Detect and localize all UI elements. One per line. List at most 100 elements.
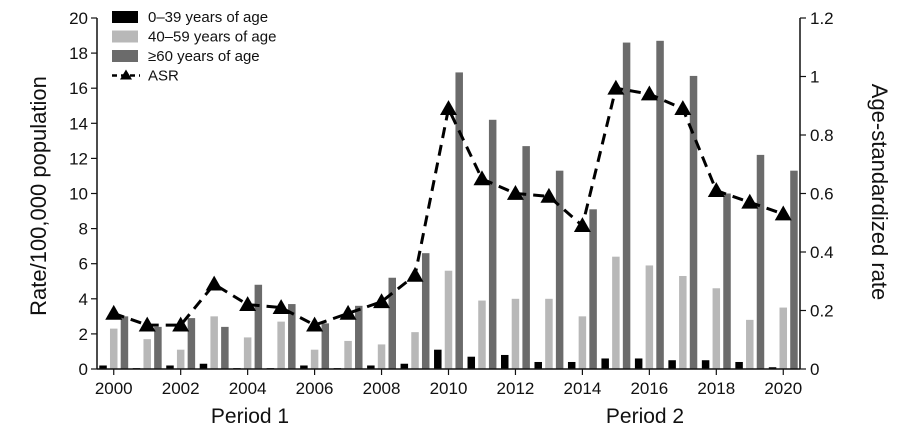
y2-tick-label: 0.6 <box>810 185 834 204</box>
bar <box>254 284 263 369</box>
bar <box>176 349 185 369</box>
legend-label: ≥60 years of age <box>148 48 260 65</box>
bar <box>723 193 731 369</box>
bar <box>243 337 252 369</box>
bar <box>444 270 453 369</box>
y-axis-title-left: Rate/100,000 population <box>26 76 51 316</box>
asr-marker <box>406 266 424 282</box>
bar <box>143 339 151 369</box>
asr-marker <box>607 79 625 95</box>
bar <box>756 154 765 369</box>
bar <box>645 265 654 369</box>
x-tick-label: 2002 <box>162 379 200 398</box>
bar <box>555 170 564 369</box>
bar <box>277 321 285 369</box>
legend-label: 0–39 years of age <box>148 9 268 26</box>
asr-marker <box>339 304 357 320</box>
asr-marker <box>774 205 792 221</box>
bar <box>411 332 419 369</box>
bar <box>109 328 118 369</box>
asr-marker <box>640 85 658 101</box>
y-tick-label: 20 <box>69 9 88 28</box>
y-tick-label: 8 <box>79 220 88 239</box>
y-tick-label: 2 <box>79 325 88 344</box>
bar <box>210 316 218 369</box>
bar <box>768 367 777 369</box>
bar <box>522 146 530 369</box>
bar <box>154 326 162 369</box>
y-tick-label: 6 <box>79 255 88 274</box>
bar <box>99 365 107 369</box>
legend: 0–39 years of age 40–59 years of age ≥60 y… <box>112 9 276 85</box>
bar <box>478 300 486 369</box>
asr-marker <box>138 316 156 332</box>
bar <box>467 356 476 369</box>
bar <box>790 170 798 369</box>
y-tick-label: 16 <box>69 79 88 98</box>
asr-marker <box>506 185 524 200</box>
y-tick-label: 12 <box>69 149 88 168</box>
asr-marker <box>440 100 457 116</box>
y2-tick-label: 0.2 <box>810 302 834 321</box>
y2-tick-label: 0.8 <box>810 126 834 145</box>
bar <box>567 361 576 369</box>
asr-marker <box>205 275 223 291</box>
bar <box>421 253 430 369</box>
bar <box>120 316 129 369</box>
bar <box>501 354 509 369</box>
y-tick-label: 14 <box>69 114 88 133</box>
y2-tick-label: 0.4 <box>810 243 834 262</box>
bar <box>434 349 442 369</box>
bar <box>300 365 308 369</box>
x-tick-label: 2004 <box>229 379 267 398</box>
bar <box>488 119 497 369</box>
bar <box>634 358 643 369</box>
bar <box>545 298 553 369</box>
bar-layer <box>99 40 798 370</box>
x-tick-label: 2012 <box>497 379 535 398</box>
asr-marker <box>540 187 558 203</box>
bar <box>400 363 409 369</box>
bar <box>310 349 319 369</box>
asr-marker <box>172 316 190 332</box>
bar <box>344 340 352 369</box>
asr-line-layer <box>105 79 792 332</box>
asr-marker <box>272 299 290 314</box>
legend-swatch <box>112 30 138 43</box>
bar <box>679 275 687 369</box>
bar <box>388 277 396 369</box>
x-tick-label: 2010 <box>430 379 468 398</box>
bar <box>589 209 597 369</box>
axes: 0 2 4 6 8 10 12 14 16 18 20 0 0.2 0.4 0.6 0.8 1 1.2 2000 20… <box>69 9 834 398</box>
x-tick-label: 2008 <box>363 379 401 398</box>
bar <box>187 318 196 369</box>
bar <box>367 365 375 369</box>
bar <box>779 307 788 369</box>
y2-tick-label: 0 <box>810 360 819 379</box>
legend-swatch <box>112 50 138 62</box>
bar <box>622 42 631 369</box>
x-tick-label: 2020 <box>764 379 802 398</box>
y-tick-label: 4 <box>79 290 88 309</box>
x-tick-label: 2014 <box>563 379 601 398</box>
asr-marker <box>741 193 759 209</box>
y2-tick-label: 1.2 <box>810 9 834 28</box>
bar <box>668 360 676 369</box>
asr-marker <box>373 293 391 309</box>
bar <box>321 323 330 369</box>
asr-marker <box>306 316 324 332</box>
asr-marker <box>239 296 257 312</box>
asr-marker <box>105 304 123 320</box>
x-tick-label: 2006 <box>296 379 334 398</box>
bar <box>601 358 609 369</box>
bar <box>612 256 620 369</box>
bar <box>689 75 698 370</box>
legend-marker <box>120 69 132 80</box>
x-tick-label: 2000 <box>95 379 133 398</box>
legend-label: ASR <box>148 68 179 85</box>
bar <box>701 360 710 369</box>
bar <box>534 361 542 369</box>
legend-swatch <box>112 11 138 23</box>
bar <box>455 72 463 369</box>
bar <box>746 319 754 369</box>
